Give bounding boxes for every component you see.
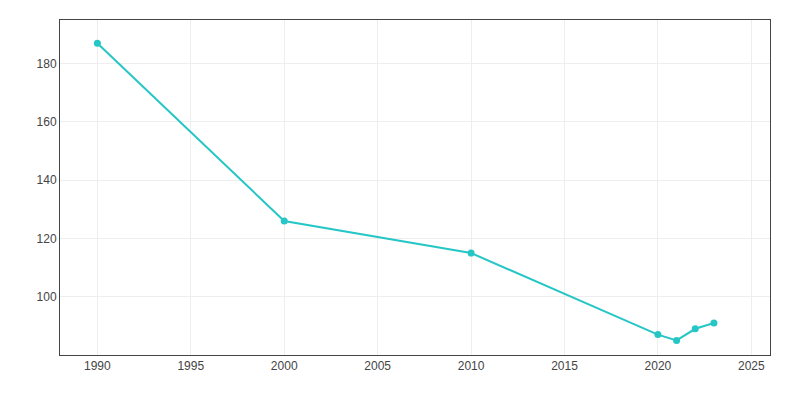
svg-text:160: 160 [37, 115, 57, 129]
svg-text:1995: 1995 [177, 359, 204, 373]
svg-text:120: 120 [37, 232, 57, 246]
svg-text:2020: 2020 [645, 359, 672, 373]
svg-text:2000: 2000 [271, 359, 298, 373]
svg-text:2025: 2025 [738, 359, 765, 373]
svg-text:180: 180 [37, 57, 57, 71]
svg-text:1990: 1990 [84, 359, 111, 373]
svg-text:2005: 2005 [364, 359, 391, 373]
svg-text:100: 100 [37, 290, 57, 304]
svg-text:140: 140 [37, 173, 57, 187]
svg-text:2010: 2010 [458, 359, 485, 373]
svg-text:2015: 2015 [551, 359, 578, 373]
